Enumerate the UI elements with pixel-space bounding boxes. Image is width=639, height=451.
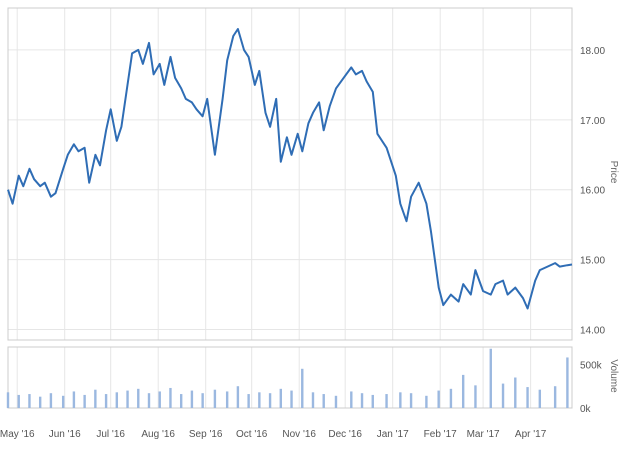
price-tick-label: 15.00 [580,256,605,267]
x-tick-label: Oct '16 [236,429,268,440]
volume-bar [94,389,97,408]
volume-bar [449,388,453,408]
x-tick-label: Nov '16 [282,429,316,440]
volume-bar [49,393,53,408]
volume-bar [201,393,204,408]
volume-bar [190,390,194,408]
x-tick-label: Jun '16 [49,429,81,440]
price-tick-label: 18.00 [580,46,605,57]
x-tick-label: Apr '17 [515,429,547,440]
volume-bar [158,391,161,408]
volume-pane-frame [7,346,573,409]
volume-bar [258,392,261,408]
x-tick-label: May '16 [0,429,35,440]
volume-bar [385,394,388,408]
volume-bar [104,394,108,408]
price-pane-frame [7,7,573,341]
volume-bar [279,388,283,408]
volume-bar [566,357,569,408]
x-tick-label: Sep '16 [189,429,223,440]
volume-bar [213,389,217,408]
price-tick-label: 16.00 [580,186,605,197]
price-tick-label: 14.00 [580,326,605,337]
volume-bar [137,388,140,408]
volume-bar [399,392,402,408]
volume-bar [115,392,119,408]
volume-bar [247,394,250,408]
volume-bar [514,377,517,408]
volume-bar [461,374,465,408]
x-tick-label: Dec '16 [328,429,362,440]
volume-bar [437,390,440,408]
volume-bar [72,391,76,408]
volume-bar [126,390,129,408]
volume-bar [147,393,151,408]
volume-bar [474,385,477,408]
price-axis-title: Price [608,161,619,184]
volume-bar [179,394,183,408]
volume-bar [83,394,86,408]
volume-bar [38,396,42,408]
volume-bar [409,393,413,408]
price-tick-label: 17.00 [580,116,605,127]
volume-bar [360,393,364,408]
volume-axis-title: Volume [608,359,619,393]
price-series-line [7,28,573,310]
volume-bar [538,389,542,408]
volume-bar [371,394,374,408]
volume-bar [322,394,325,408]
volume-bar [334,395,338,408]
volume-bar [501,383,505,408]
volume-bar [17,394,20,408]
x-tick-label: Jan '17 [377,429,409,440]
x-tick-label: Jul '16 [96,429,125,440]
volume-bar [61,395,65,408]
volume-bar [290,390,293,408]
volume-bar [526,387,529,408]
x-tick-label: Aug '16 [141,429,175,440]
volume-bar [6,392,10,408]
volume-bar [553,386,557,408]
volume-bar [169,387,172,408]
volume-bar [350,391,353,408]
volume-bar [225,391,229,408]
volume-bar [236,386,240,408]
volume-bar [311,392,315,408]
x-tick-label: Feb '17 [424,429,457,440]
volume-bar [268,393,272,408]
volume-bar [301,368,304,408]
volume-tick-label: 0k [580,404,592,415]
volume-bar [28,394,31,408]
volume-bar [425,395,428,408]
volume-tick-label: 500k [580,360,603,371]
x-tick-label: Mar '17 [467,429,500,440]
volume-bar [489,348,492,408]
